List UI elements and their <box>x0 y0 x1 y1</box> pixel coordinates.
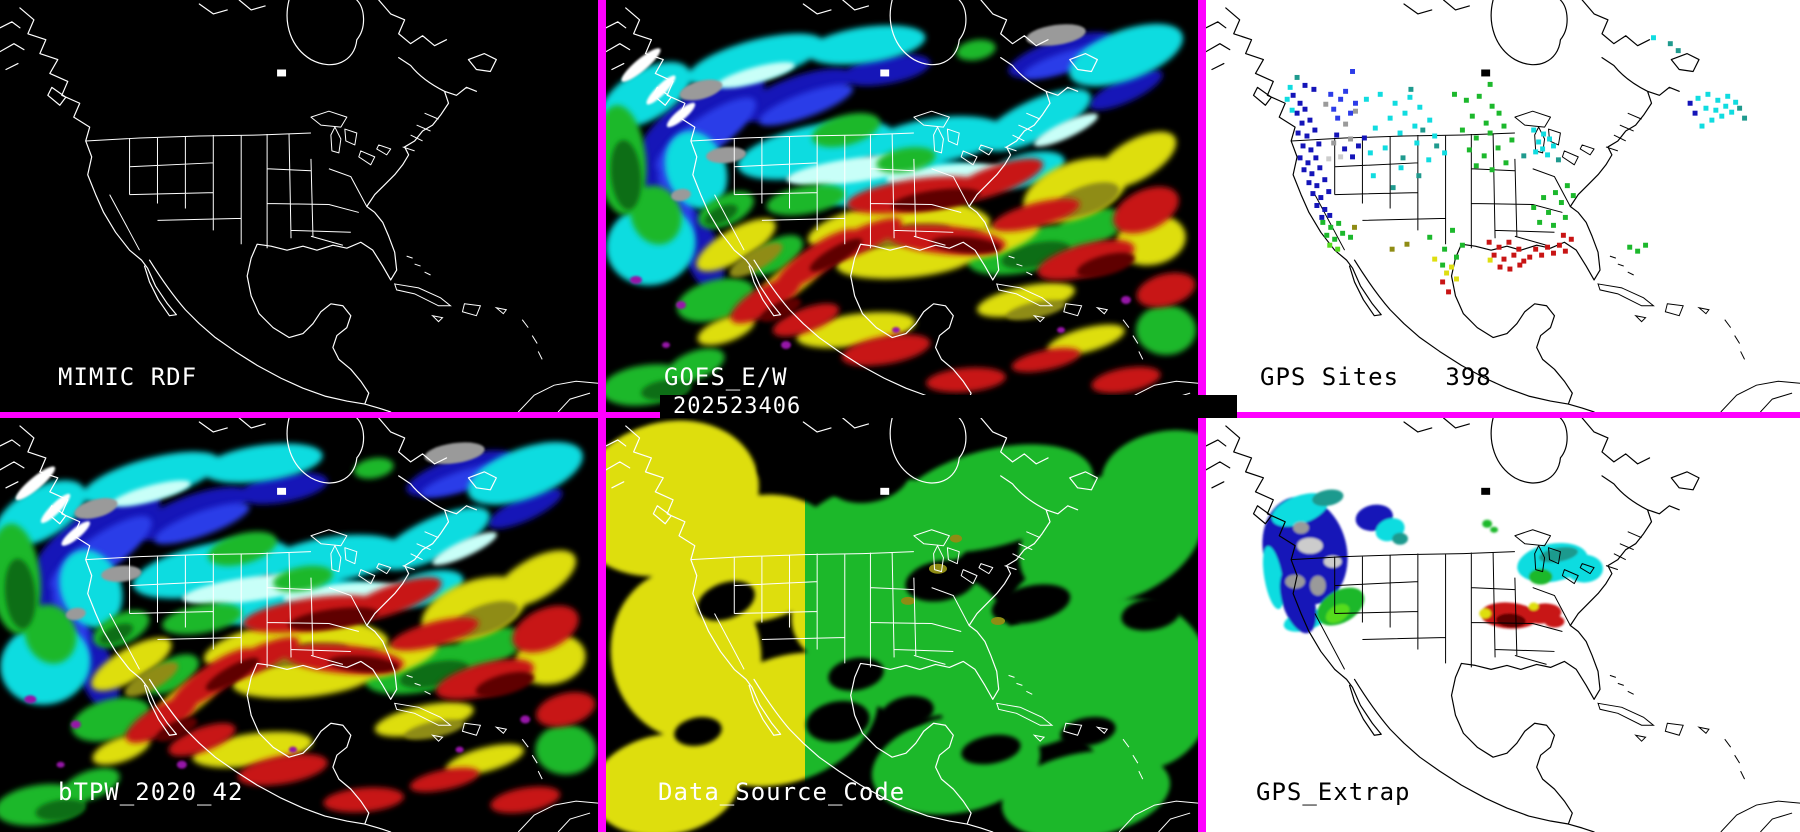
panel-label-gps-sites: GPS Sites <box>1260 363 1400 391</box>
gps-extrap-image <box>1206 418 1800 832</box>
panel-goes-ew[interactable]: GOES_E/W <box>606 0 1198 412</box>
panel-label-mimic-rdf: MIMIC RDF <box>58 363 198 391</box>
panel-btpw[interactable]: bTPW_2020_42 <box>0 418 598 832</box>
panel-label-btpw: bTPW_2020_42 <box>58 778 244 806</box>
mimic-rdf-basemap <box>0 0 598 412</box>
btpw-tpw-image <box>0 418 598 832</box>
gps-sites-caption: GPS Sites 398 <box>1260 363 1492 391</box>
panel-mimic-rdf[interactable]: MIMIC RDF <box>0 0 598 412</box>
data-source-code-image <box>606 418 1198 832</box>
gps-sites-count: 398 <box>1445 363 1492 391</box>
timestamp-text: 202523406 <box>673 394 802 419</box>
gps-sites-basemap <box>1206 0 1800 412</box>
timestamp-bar: 202523406 <box>660 395 1237 418</box>
panel-label-data-source-code: Data_Source_Code <box>658 778 906 806</box>
panel-data-source-code[interactable]: Data_Source_Code <box>606 418 1198 832</box>
gps-sites-spacer <box>1399 363 1445 391</box>
panel-gps-extrap[interactable]: GPS_Extrap <box>1206 418 1800 832</box>
panel-gps-sites[interactable]: GPS Sites 398 <box>1206 0 1800 412</box>
panel-label-goes-ew: GOES_E/W <box>664 363 788 391</box>
goes-ew-tpw-image <box>606 0 1198 412</box>
panel-label-gps-extrap: GPS_Extrap <box>1256 778 1411 806</box>
